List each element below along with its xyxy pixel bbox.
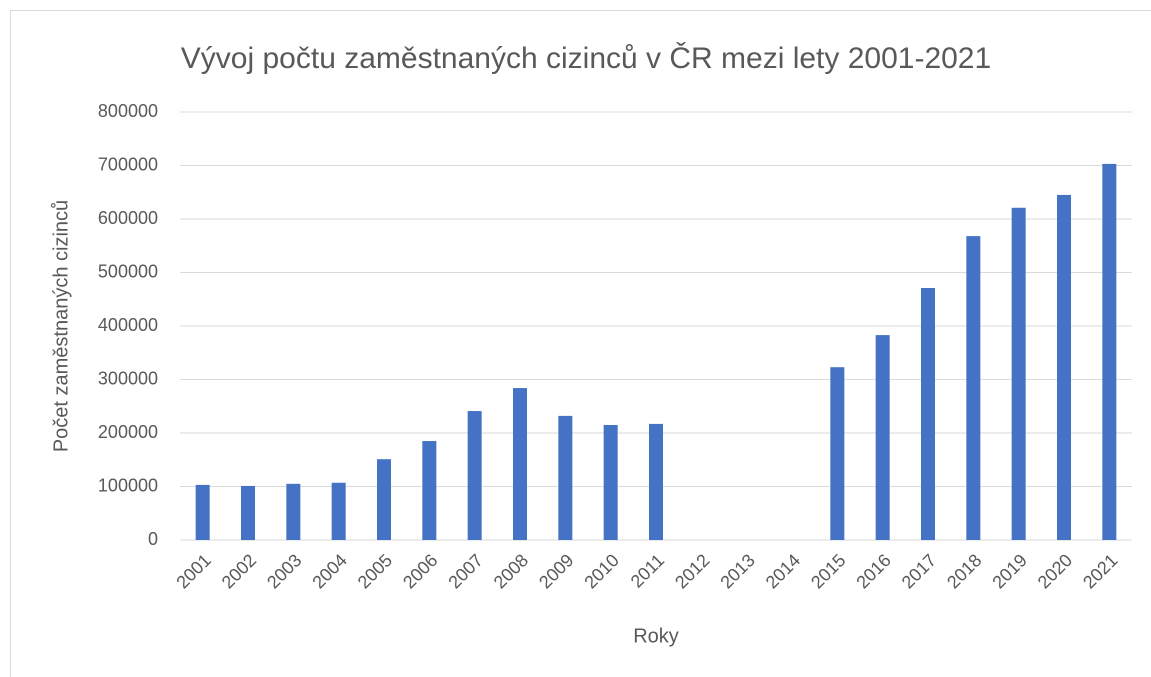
x-tick-label: 2013 bbox=[716, 550, 758, 592]
x-tick-label: 2020 bbox=[1034, 550, 1076, 592]
x-tick-label: 2011 bbox=[627, 550, 669, 592]
y-tick-label: 300000 bbox=[98, 368, 158, 388]
bar bbox=[286, 483, 301, 540]
x-tick-label: 2021 bbox=[1079, 550, 1121, 592]
x-tick-label: 2017 bbox=[898, 550, 940, 592]
bar bbox=[649, 423, 663, 540]
x-tick-label: 2001 bbox=[172, 550, 214, 592]
x-tick-label: 2012 bbox=[671, 550, 713, 592]
bar bbox=[1057, 194, 1071, 541]
y-tick-label: 400000 bbox=[98, 315, 158, 335]
y-axis-title: Počet zaměstnaných cizinců bbox=[50, 200, 72, 452]
bar bbox=[875, 335, 890, 540]
chart-title: Vývoj počtu zaměstnaných cizinců v ČR me… bbox=[181, 41, 991, 75]
x-tick-label: 2018 bbox=[943, 550, 985, 592]
x-tick-label: 2002 bbox=[218, 550, 260, 592]
x-axis-title: Roky bbox=[633, 625, 679, 647]
bar bbox=[241, 485, 255, 540]
y-tick-label: 0 bbox=[148, 529, 158, 549]
bar bbox=[830, 367, 845, 540]
x-tick-label: 2009 bbox=[535, 550, 577, 592]
x-tick-label: 2007 bbox=[444, 550, 486, 592]
x-tick-label: 2005 bbox=[354, 550, 396, 592]
bar bbox=[921, 288, 935, 540]
bar bbox=[422, 441, 437, 540]
bar bbox=[603, 424, 618, 540]
x-tick-label: 2003 bbox=[263, 550, 305, 592]
bar bbox=[1102, 163, 1117, 540]
bar bbox=[195, 484, 210, 540]
bar bbox=[1011, 207, 1026, 540]
bar bbox=[331, 482, 346, 540]
chart-frame bbox=[10, 10, 1151, 677]
y-tick-label: 600000 bbox=[98, 208, 158, 228]
x-tick-label: 2006 bbox=[399, 550, 441, 592]
bar bbox=[558, 415, 573, 540]
x-tick-label: 2010 bbox=[580, 550, 622, 592]
y-tick-label: 700000 bbox=[98, 154, 158, 174]
y-tick-label: 800000 bbox=[98, 101, 158, 121]
x-tick-label: 2004 bbox=[308, 550, 350, 592]
x-tick-label: 2016 bbox=[852, 550, 894, 592]
bar bbox=[513, 388, 527, 540]
x-tick-label: 2019 bbox=[988, 550, 1030, 592]
x-tick-label: 2015 bbox=[807, 550, 849, 592]
bar bbox=[966, 236, 981, 540]
bar bbox=[467, 411, 482, 540]
x-tick-label: 2014 bbox=[762, 550, 804, 592]
y-tick-label: 200000 bbox=[98, 422, 158, 442]
y-tick-label: 100000 bbox=[98, 475, 158, 495]
x-tick-label: 2008 bbox=[490, 550, 532, 592]
y-tick-label: 500000 bbox=[98, 261, 158, 281]
bar bbox=[377, 459, 391, 540]
